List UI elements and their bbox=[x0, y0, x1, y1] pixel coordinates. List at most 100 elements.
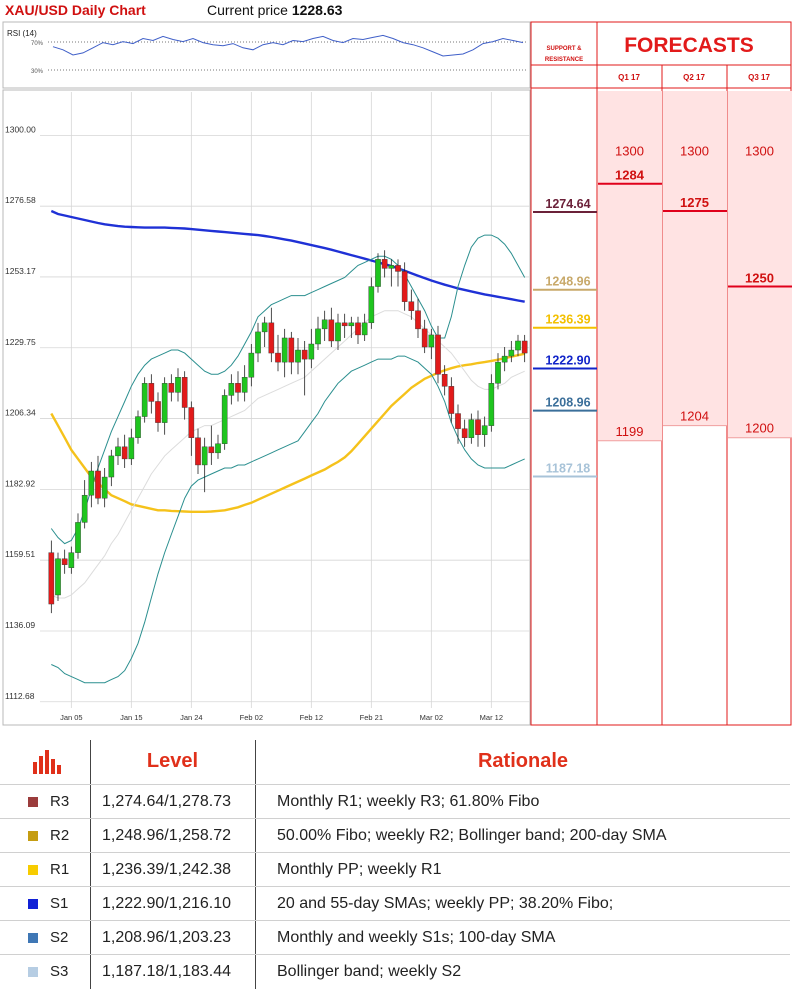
level-name: S3 bbox=[50, 963, 69, 980]
x-tick-label: Jan 24 bbox=[180, 713, 203, 722]
rsi-label: RSI (14) bbox=[7, 29, 37, 38]
candle-down bbox=[408, 301, 415, 311]
sma55-line bbox=[50, 352, 525, 513]
forecast-low-value: 1199 bbox=[616, 424, 644, 439]
y-tick-label: 1300.00 bbox=[5, 124, 36, 134]
x-tick-label: Jan 05 bbox=[60, 713, 83, 722]
price-plot: 1300.00 1276.58 1253.17 1229.75 1206.34 1182.… bbox=[2, 89, 563, 726]
candle-up bbox=[375, 259, 381, 287]
level-name: S1 bbox=[50, 895, 69, 912]
x-tick-label: Jan 15 bbox=[120, 713, 143, 722]
quarter-label-q1: Q1 17 bbox=[618, 73, 640, 82]
y-tick-label: 1136.09 bbox=[5, 620, 35, 630]
rsi-line bbox=[52, 34, 524, 57]
quarter-label-q3: Q3 17 bbox=[748, 73, 770, 82]
sr-header-label: SUPPORT & RESISTANCE bbox=[545, 46, 583, 63]
forecast-high-value: 1300 bbox=[615, 143, 644, 158]
x-tick-label: Feb 02 bbox=[240, 713, 263, 722]
sr-level-label: 1187.18 bbox=[546, 462, 591, 476]
table-row: R1 1,236.39/1,242.38 Monthly PP; weekly R1 bbox=[0, 852, 790, 887]
chart-title: XAU/USD Daily Chart bbox=[5, 2, 146, 18]
level-rationale: 50.00% Fibo; weekly R2; Bollinger band; … bbox=[277, 827, 667, 844]
candle-down bbox=[521, 340, 528, 354]
candle-down bbox=[195, 437, 201, 466]
candle-down bbox=[121, 446, 128, 460]
table-header: Level Rationale bbox=[0, 740, 790, 784]
candle-up bbox=[108, 455, 115, 478]
sma200-line bbox=[50, 209, 525, 303]
candle-down bbox=[275, 352, 281, 363]
level-rationale: Bollinger band; weekly S2 bbox=[277, 963, 462, 980]
candle-up bbox=[315, 328, 321, 345]
table-row: S1 1,222.90/1,216.10 20 and 55-day SMAs; w… bbox=[0, 886, 790, 921]
level-rationale: 20 and 55-day SMAs; weekly PP; 38.20% Fi… bbox=[277, 895, 614, 912]
candle-down bbox=[455, 413, 461, 429]
candle-down bbox=[395, 265, 401, 272]
forecast-high-value: 1300 bbox=[680, 143, 709, 158]
level-value: 1,222.90/1,216.10 bbox=[102, 895, 232, 912]
sma20-line bbox=[51, 310, 525, 599]
candle-up bbox=[368, 286, 375, 324]
x-tick-label: Feb 12 bbox=[300, 713, 323, 722]
y-tick-label: 1206.34 bbox=[5, 408, 36, 418]
level-color-swatch bbox=[28, 865, 38, 875]
candle-down bbox=[168, 383, 175, 393]
forecast-target-value: 1284 bbox=[615, 168, 645, 183]
forecast-target-value: 1275 bbox=[680, 195, 709, 210]
candle-up bbox=[81, 494, 88, 523]
candle-up bbox=[495, 361, 501, 384]
y-tick-label: 1276.58 bbox=[5, 195, 36, 205]
candle-down bbox=[181, 377, 188, 408]
forecast-range-band bbox=[663, 91, 727, 426]
level-color-swatch bbox=[28, 967, 38, 977]
sr-level-label: 1208.96 bbox=[545, 396, 590, 410]
candle-up bbox=[135, 416, 141, 438]
candle-up bbox=[215, 443, 221, 454]
sr-level-label: 1236.39 bbox=[545, 313, 590, 327]
candle-up bbox=[228, 383, 235, 396]
current-price-label: Current price 1228.63 bbox=[207, 2, 342, 18]
candle-up bbox=[141, 383, 148, 417]
candle-up bbox=[175, 377, 181, 393]
forecast-range-band bbox=[728, 91, 792, 438]
candle-down bbox=[435, 334, 441, 375]
candle-up bbox=[508, 349, 515, 357]
candle-down bbox=[61, 558, 68, 565]
candle-down bbox=[448, 386, 455, 414]
candle-up bbox=[501, 355, 508, 363]
candle-down bbox=[235, 383, 241, 393]
candle-down bbox=[461, 428, 468, 438]
candle-down bbox=[288, 337, 295, 363]
level-value: 1,187.18/1,183.44 bbox=[102, 963, 232, 980]
forecast-high-value: 1300 bbox=[745, 143, 774, 158]
y-tick-label: 1182.92 bbox=[5, 478, 35, 488]
candle-up bbox=[308, 343, 315, 360]
y-tick-label: 1229.75 bbox=[5, 337, 36, 347]
forecast-target-value: 1250 bbox=[745, 271, 774, 286]
level-value: 1,274.64/1,278.73 bbox=[102, 793, 232, 810]
chart-area: RSI (14) 70% 30% 1300.00 1276.58 1253.17 12… bbox=[2, 21, 792, 726]
price-value: 1228.63 bbox=[291, 2, 343, 18]
candle-down bbox=[341, 322, 348, 327]
rsi-tick-top: 70% bbox=[31, 41, 44, 47]
candle-down bbox=[148, 383, 155, 402]
level-rationale: Monthly and weekly S1s; 100-day SMA bbox=[277, 929, 556, 946]
forecast-low-value: 1200 bbox=[745, 421, 774, 436]
table-row: S2 1,208.96/1,203.23 Monthly and weekly S1… bbox=[0, 920, 790, 955]
candle-up bbox=[55, 558, 61, 596]
candle-down bbox=[48, 552, 55, 605]
table-header-rationale: Rationale bbox=[477, 750, 569, 772]
candle-up bbox=[295, 349, 301, 363]
candle-up bbox=[261, 322, 268, 333]
candle-down bbox=[328, 319, 335, 342]
quarter-label-q2: Q2 17 bbox=[683, 73, 705, 82]
candle-up bbox=[481, 425, 488, 435]
candle-up bbox=[515, 340, 521, 351]
forecast-panel: SUPPORT & RESISTANCE FORECASTS Q1 17 Q2 1… bbox=[530, 21, 792, 726]
level-name: R3 bbox=[50, 793, 70, 810]
bb-upper-line bbox=[50, 234, 526, 545]
candle-down bbox=[415, 310, 421, 330]
candle-down bbox=[208, 446, 215, 454]
candle-down bbox=[475, 419, 481, 435]
candle-up bbox=[101, 476, 108, 499]
